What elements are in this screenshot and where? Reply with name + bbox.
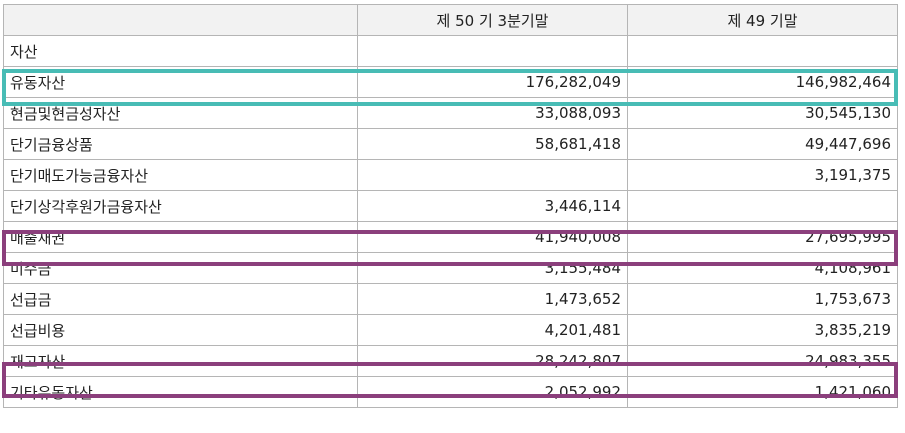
row-q3-value bbox=[357, 35, 628, 67]
row-label: 매출채권 bbox=[3, 221, 358, 253]
row-label: 재고자산 bbox=[3, 345, 358, 377]
row-q3-value: 3,155,484 bbox=[357, 252, 628, 284]
header-row: 제 50 기 3분기말 제 49 기말 bbox=[3, 4, 898, 36]
row-prev-value: 3,835,219 bbox=[627, 314, 898, 346]
table-row: 기타유동자산 2,052,992 1,421,060 bbox=[3, 376, 898, 408]
row-prev-value: 3,191,375 bbox=[627, 159, 898, 191]
table-row: 재고자산 28,242,807 24,983,355 bbox=[3, 345, 898, 377]
row-q3-value: 1,473,652 bbox=[357, 283, 628, 315]
row-q3-value: 33,088,093 bbox=[357, 97, 628, 129]
table-row: 단기금융상품 58,681,418 49,447,696 bbox=[3, 128, 898, 160]
table-row: 단기매도가능금융자산 3,191,375 bbox=[3, 159, 898, 191]
row-q3-value bbox=[357, 159, 628, 191]
header-prev-period: 제 49 기말 bbox=[627, 4, 898, 36]
row-q3-value: 58,681,418 bbox=[357, 128, 628, 160]
row-prev-value: 49,447,696 bbox=[627, 128, 898, 160]
table-row: 선급금 1,473,652 1,753,673 bbox=[3, 283, 898, 315]
row-label: 기타유동자산 bbox=[3, 376, 358, 408]
row-label: 단기금융상품 bbox=[3, 128, 358, 160]
balance-sheet-table: 제 50 기 3분기말 제 49 기말 자산 유동자산 176,282,049 … bbox=[3, 4, 898, 408]
table-row: 자산 bbox=[3, 35, 898, 67]
table-row: 매출채권 41,940,008 27,695,995 bbox=[3, 221, 898, 253]
row-prev-value: 1,753,673 bbox=[627, 283, 898, 315]
table-row: 유동자산 176,282,049 146,982,464 bbox=[3, 66, 898, 98]
row-q3-value: 28,242,807 bbox=[357, 345, 628, 377]
row-prev-value: 1,421,060 bbox=[627, 376, 898, 408]
table-row: 현금및현금성자산 33,088,093 30,545,130 bbox=[3, 97, 898, 129]
header-label-column bbox=[3, 4, 358, 36]
row-q3-value: 2,052,992 bbox=[357, 376, 628, 408]
row-prev-value: 27,695,995 bbox=[627, 221, 898, 253]
row-prev-value bbox=[627, 190, 898, 222]
header-q3-period: 제 50 기 3분기말 bbox=[357, 4, 628, 36]
table-row: 선급비용 4,201,481 3,835,219 bbox=[3, 314, 898, 346]
row-label: 선급금 bbox=[3, 283, 358, 315]
table-row: 미수금 3,155,484 4,108,961 bbox=[3, 252, 898, 284]
table-row: 단기상각후원가금융자산 3,446,114 bbox=[3, 190, 898, 222]
row-label: 유동자산 bbox=[3, 66, 358, 98]
row-prev-value: 146,982,464 bbox=[627, 66, 898, 98]
row-label: 단기매도가능금융자산 bbox=[3, 159, 358, 191]
row-label: 미수금 bbox=[3, 252, 358, 284]
row-prev-value: 4,108,961 bbox=[627, 252, 898, 284]
row-label: 선급비용 bbox=[3, 314, 358, 346]
row-q3-value: 4,201,481 bbox=[357, 314, 628, 346]
row-label: 현금및현금성자산 bbox=[3, 97, 358, 129]
row-label: 자산 bbox=[3, 35, 358, 67]
row-prev-value: 24,983,355 bbox=[627, 345, 898, 377]
row-q3-value: 3,446,114 bbox=[357, 190, 628, 222]
row-prev-value: 30,545,130 bbox=[627, 97, 898, 129]
row-q3-value: 176,282,049 bbox=[357, 66, 628, 98]
row-q3-value: 41,940,008 bbox=[357, 221, 628, 253]
row-prev-value bbox=[627, 35, 898, 67]
row-label: 단기상각후원가금융자산 bbox=[3, 190, 358, 222]
